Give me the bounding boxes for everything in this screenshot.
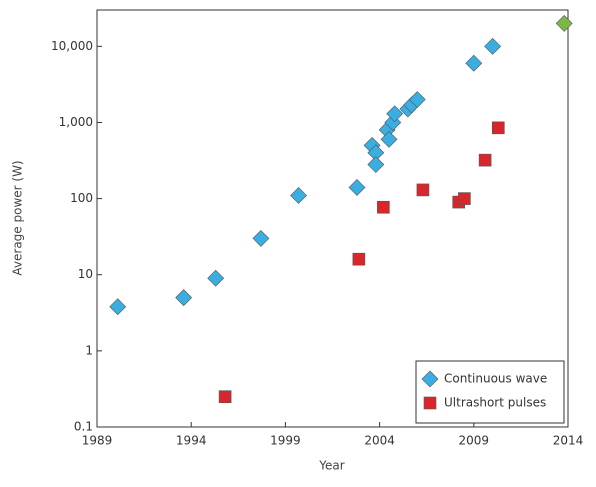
y-tick-label: 0.1 [74, 420, 93, 434]
marker [484, 37, 502, 55]
marker [465, 54, 483, 72]
marker [416, 183, 430, 197]
marker [348, 179, 366, 196]
marker [478, 153, 492, 167]
legend-box [415, 360, 565, 424]
plot-frame [96, 9, 569, 428]
marker [175, 289, 193, 307]
y-axis-title: Average power (W) [11, 160, 25, 275]
x-tick-label: 2009 [459, 434, 490, 448]
y-tick-label: 1,000 [59, 115, 93, 129]
marker [386, 105, 404, 123]
marker [380, 130, 398, 148]
marker [491, 121, 505, 135]
legend-label: Ultrashort pulses [444, 396, 546, 410]
x-tick-label: 1999 [270, 434, 301, 448]
x-axis-title: Year [318, 459, 344, 473]
marker [218, 390, 232, 404]
y-tick-label: 1 [85, 343, 93, 357]
x-tick-label: 2014 [553, 434, 584, 448]
legend-marker [421, 370, 439, 388]
marker [367, 156, 385, 173]
x-tick-label: 1989 [82, 434, 113, 448]
marker [109, 298, 127, 316]
marker [555, 14, 573, 32]
x-tick-label: 1994 [176, 434, 207, 448]
marker [207, 269, 225, 287]
marker [252, 229, 270, 247]
marker [352, 252, 366, 266]
y-tick-label: 10,000 [51, 39, 93, 53]
marker [458, 192, 471, 205]
y-tick-label: 100 [70, 191, 93, 205]
legend-marker [423, 396, 437, 410]
y-tick-label: 10 [78, 267, 93, 281]
marker [377, 200, 390, 214]
legend-label: Continuous wave [444, 372, 547, 386]
x-tick-label: 2004 [364, 434, 395, 448]
legend: Continuous wave Ultrashort pulses [415, 360, 565, 424]
marker [384, 114, 402, 131]
marker [290, 187, 308, 204]
marker [408, 91, 426, 108]
